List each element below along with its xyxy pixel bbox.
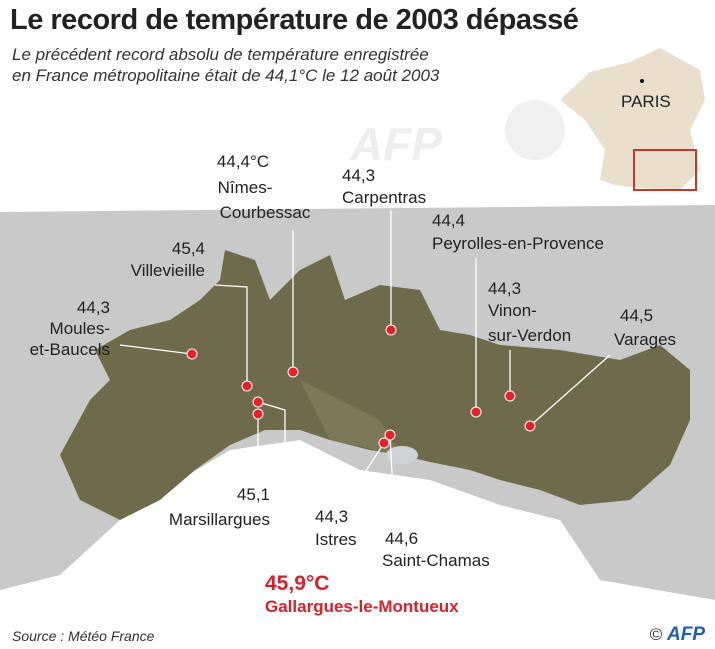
label-name: Nîmes- [218, 178, 273, 197]
record-value: 45,9°C [265, 572, 329, 595]
page-title: Le record de température de 2003 dépassé [10, 4, 579, 36]
label-value: 45,1 [237, 485, 270, 504]
label-name: Varages [614, 330, 676, 349]
label-value: 44,6 [385, 529, 418, 548]
subtitle-line: Le précédent record absolu de températur… [12, 45, 429, 64]
marker-peyrolles [470, 406, 482, 418]
label-value: 44,4 [432, 211, 465, 230]
marker-moules [186, 348, 198, 360]
marker-varages [524, 420, 536, 432]
label-name: Peyrolles-en-Provence [432, 234, 604, 253]
subtitle-line: en France métropolitaine était de 44,1°C… [12, 66, 440, 85]
paris-label: PARIS [621, 92, 671, 111]
label-value: 44,3 [488, 279, 521, 298]
golf-ball-watermark [505, 100, 565, 160]
label-name: Vinon- [488, 301, 537, 320]
marker-nimes [287, 366, 299, 378]
station-markers [186, 324, 536, 449]
region-occitanie-paca [60, 250, 690, 520]
inset-france [560, 48, 705, 190]
label-name: Moules- [50, 319, 110, 338]
label-value: 44,3 [315, 507, 348, 526]
afp-watermark: AFP [349, 118, 442, 170]
leader-lines [119, 210, 611, 565]
label-value: 44,3 [342, 166, 375, 185]
copyright-symbol: © [649, 625, 663, 644]
etang-de-berre [386, 446, 418, 464]
label-name: sur-Verdon [488, 326, 571, 345]
afp-logo: AFP [667, 624, 705, 645]
marker-vinon [504, 390, 516, 402]
marker-saint-chamas [384, 429, 396, 441]
marker-villevieille [241, 380, 253, 392]
inset-highlight-box [633, 149, 697, 191]
label-value: 44,5 [620, 306, 653, 325]
label-name: Villevieille [131, 261, 205, 280]
record-station: Gallargues-le-Montueux [265, 597, 459, 616]
label-name: Carpentras [342, 188, 426, 207]
paris-dot [640, 79, 644, 83]
subtitle: Le précédent record absolu de températur… [12, 44, 439, 86]
label-name: Marsillargues [169, 510, 270, 529]
label-value: 44,4°C [217, 152, 269, 171]
marker-istres [378, 437, 390, 449]
marker-carpentras [385, 324, 397, 336]
marker-gallargues [252, 396, 264, 408]
label-name: Istres [315, 530, 357, 549]
label-name: et-Baucels [30, 340, 110, 359]
label-name: Saint-Chamas [382, 551, 490, 570]
source-note: Source : Météo France [12, 628, 155, 644]
credit: © AFP [650, 624, 705, 646]
label-value: 44,3 [77, 298, 110, 317]
marker-marsillargues [252, 408, 264, 420]
label-value: 45,4 [172, 239, 205, 258]
station-labels: 44,3 Moules- et-Baucels 45,4 Villevieill… [30, 152, 676, 570]
rhone-valley [300, 380, 400, 455]
label-name: Courbessac [220, 203, 311, 222]
